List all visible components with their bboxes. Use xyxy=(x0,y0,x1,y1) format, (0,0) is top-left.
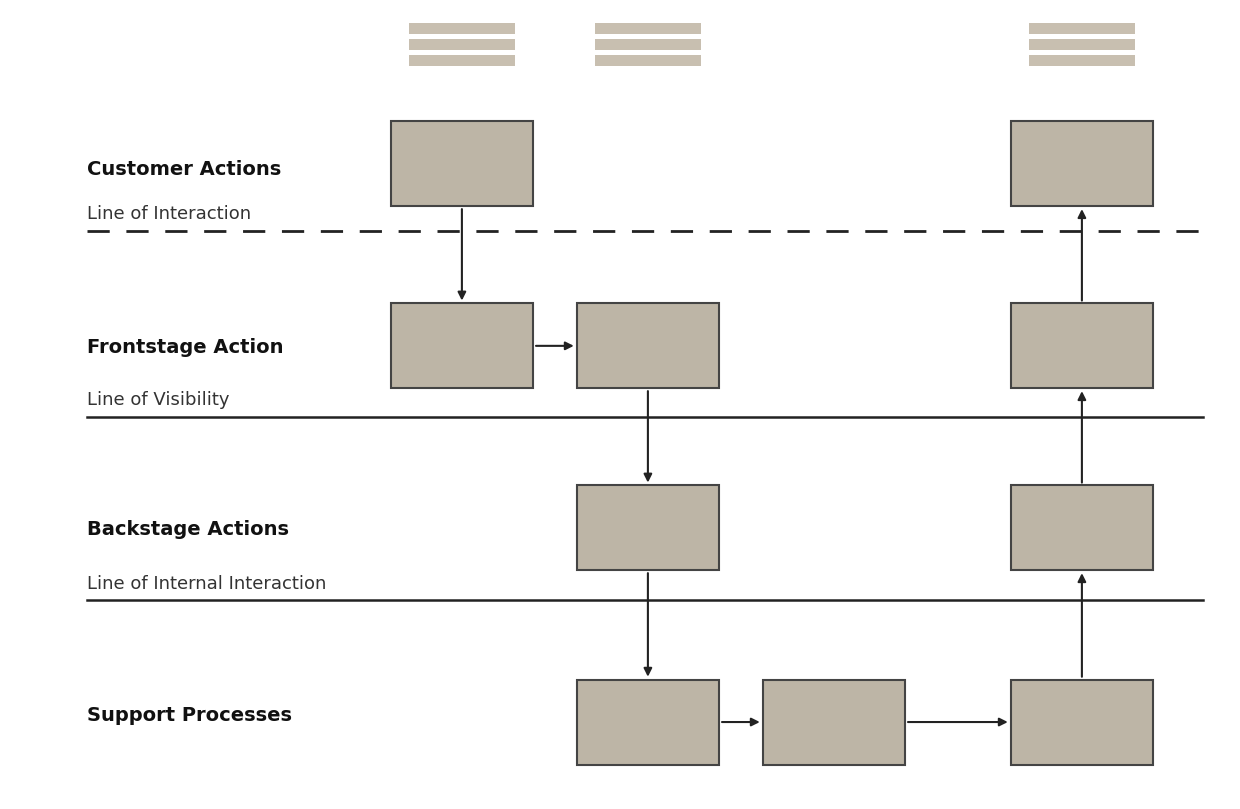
FancyBboxPatch shape xyxy=(577,485,719,570)
FancyBboxPatch shape xyxy=(1011,121,1153,206)
FancyBboxPatch shape xyxy=(1029,56,1135,66)
FancyBboxPatch shape xyxy=(1029,40,1135,50)
Text: Line of Interaction: Line of Interaction xyxy=(87,205,250,223)
Text: Backstage Actions: Backstage Actions xyxy=(87,520,289,540)
FancyBboxPatch shape xyxy=(409,23,515,34)
Text: Line of Internal Interaction: Line of Internal Interaction xyxy=(87,575,326,593)
FancyBboxPatch shape xyxy=(595,56,701,66)
FancyBboxPatch shape xyxy=(595,40,701,50)
Text: Customer Actions: Customer Actions xyxy=(87,160,281,180)
FancyBboxPatch shape xyxy=(409,56,515,66)
FancyBboxPatch shape xyxy=(1011,303,1153,388)
FancyBboxPatch shape xyxy=(763,680,905,765)
Text: Frontstage Action: Frontstage Action xyxy=(87,338,283,358)
FancyBboxPatch shape xyxy=(391,303,533,388)
FancyBboxPatch shape xyxy=(595,23,701,34)
FancyBboxPatch shape xyxy=(1011,680,1153,765)
Text: Support Processes: Support Processes xyxy=(87,706,291,726)
FancyBboxPatch shape xyxy=(409,40,515,50)
FancyBboxPatch shape xyxy=(391,121,533,206)
FancyBboxPatch shape xyxy=(1011,485,1153,570)
FancyBboxPatch shape xyxy=(577,303,719,388)
Text: Line of Visibility: Line of Visibility xyxy=(87,392,229,409)
FancyBboxPatch shape xyxy=(1029,23,1135,34)
FancyBboxPatch shape xyxy=(577,680,719,765)
